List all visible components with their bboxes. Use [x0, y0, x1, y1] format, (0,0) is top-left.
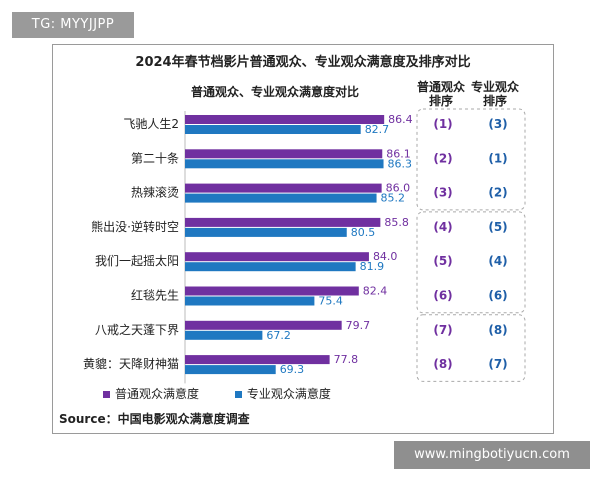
chart-frame: 2024年春节档影片普通观众、专业观众满意度及排序对比 普通观众、专业观众满意度…	[52, 44, 554, 434]
legend-item-audience: 普通观众满意度	[103, 385, 199, 402]
rank-header-audience: 普通观众 排序	[416, 80, 465, 108]
rank-audience: (5)	[433, 254, 452, 268]
rank-professional: (8)	[488, 323, 507, 337]
legend-label-professional: 专业观众满意度	[246, 387, 331, 401]
bar-audience	[185, 149, 383, 159]
category-label: 红毯先生	[131, 288, 179, 303]
data-label-audience: 86.0	[386, 182, 411, 195]
bar-professional	[185, 193, 377, 203]
legend-item-professional: 专业观众满意度	[234, 385, 331, 402]
rank-group-box	[416, 108, 526, 211]
category-label: 第二十条	[131, 151, 179, 165]
bar-audience	[185, 286, 359, 296]
source-note: Source：中国电影观众满意度调查	[59, 412, 250, 426]
rank-group-box	[416, 211, 526, 314]
data-label-professional: 67.2	[266, 329, 291, 342]
legend-swatch-audience	[103, 391, 110, 398]
rank-professional: (2)	[488, 186, 507, 200]
bar-audience	[185, 355, 330, 365]
category-label: 我们一起摇太阳	[95, 253, 179, 268]
bar-professional	[185, 262, 356, 272]
bar-audience	[185, 252, 369, 262]
category-label: 黄貔：天降财神猫	[83, 357, 179, 371]
chart-subtitle: 普通观众、专业观众满意度对比	[190, 85, 359, 99]
rank-professional: (7)	[488, 357, 507, 371]
data-label-professional: 81.9	[360, 260, 385, 273]
rank-professional: (4)	[488, 254, 507, 268]
data-label-audience: 77.8	[334, 353, 359, 366]
data-label-audience: 82.4	[363, 285, 388, 298]
legend-swatch-professional	[234, 391, 242, 398]
bar-audience	[185, 115, 385, 124]
bar-audience	[185, 320, 342, 330]
data-label-professional: 75.4	[318, 295, 343, 308]
data-label-professional: 85.2	[381, 192, 406, 205]
data-label-audience: 85.8	[384, 216, 409, 229]
rank-audience: (3)	[433, 186, 452, 200]
data-label-professional: 69.3	[280, 363, 305, 376]
rank-audience: (8)	[433, 357, 452, 371]
rank-audience: (4)	[433, 220, 452, 234]
bar-chart: 飞驰人生2 86.482.7 (1) (3) 第二十条 86.186.3 (2) (1) 热辣滚…	[83, 108, 526, 384]
bar-professional	[185, 330, 263, 340]
rank-professional: (3)	[488, 117, 507, 131]
bar-professional	[185, 125, 361, 134]
bar-professional	[185, 365, 276, 375]
rank-audience: (7)	[433, 323, 452, 337]
rank-professional: (6)	[488, 289, 507, 303]
category-label: 八戒之天蓬下界	[95, 323, 179, 337]
rank-header-professional: 专业观众 排序	[470, 80, 519, 108]
data-label-professional: 86.3	[388, 157, 413, 170]
rank-professional: (5)	[488, 220, 507, 234]
chart-title: 2024年春节档影片普通观众、专业观众满意度及排序对比	[135, 55, 471, 70]
legend: 普通观众满意度 专业观众满意度	[103, 385, 363, 402]
rank-audience: (1)	[433, 117, 452, 131]
data-label-audience: 79.7	[346, 319, 371, 332]
rank-audience: (2)	[433, 151, 452, 165]
bar-audience	[185, 183, 382, 193]
category-label: 飞驰人生2	[123, 117, 179, 131]
category-label: 熊出没·逆转时空	[91, 219, 179, 234]
bar-professional	[185, 159, 384, 169]
legend-label-audience: 普通观众满意度	[115, 387, 200, 401]
top-badge: TG: MYYJJPP	[12, 12, 134, 38]
data-label-audience: 86.4	[388, 113, 413, 126]
rank-audience: (6)	[433, 289, 452, 303]
bar-audience	[185, 217, 381, 227]
data-label-professional: 82.7	[365, 123, 390, 136]
watermark: www.mingbotiyucn.com	[394, 441, 590, 469]
data-label-audience: 84.0	[373, 250, 398, 263]
category-label: 热辣滚烫	[131, 185, 179, 200]
data-label-audience: 86.1	[386, 147, 411, 160]
data-label-professional: 80.5	[351, 226, 376, 239]
rank-professional: (1)	[488, 151, 507, 165]
bar-professional	[185, 227, 347, 237]
rank-group-box	[416, 314, 526, 382]
bar-professional	[185, 296, 315, 306]
